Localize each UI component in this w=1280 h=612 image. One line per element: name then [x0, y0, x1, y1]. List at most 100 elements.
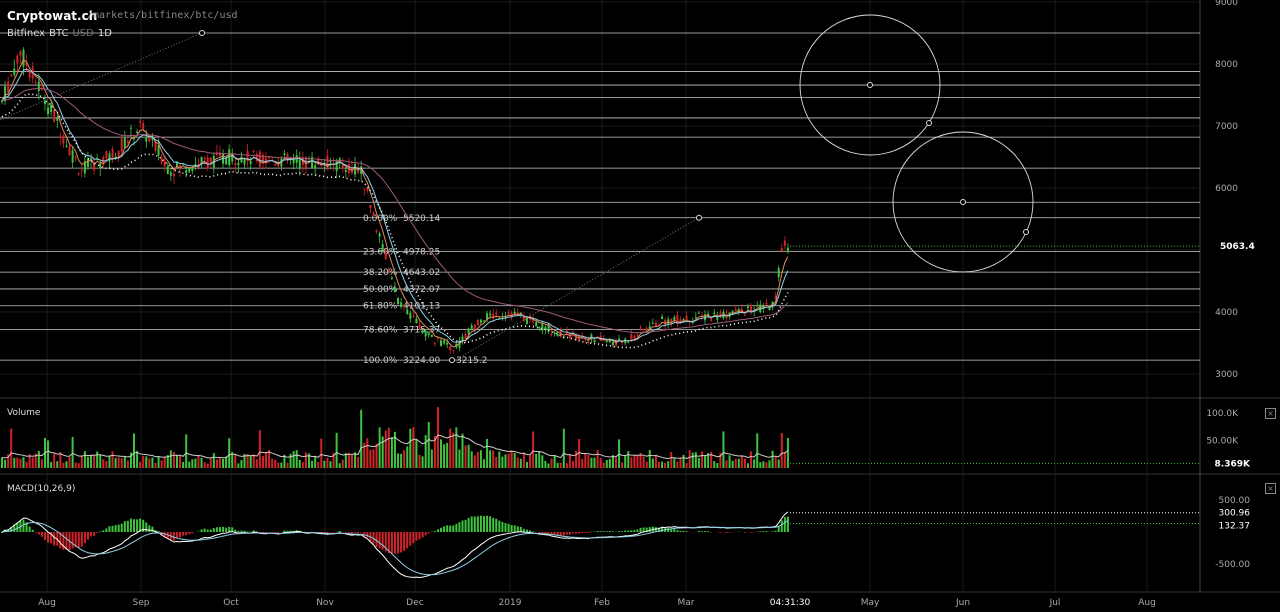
- close-volume-pane-icon[interactable]: ×: [1265, 408, 1276, 419]
- volume-bar: [105, 461, 108, 468]
- macd-histogram-bar: [108, 526, 111, 532]
- brand-title[interactable]: Cryptowat.ch: [7, 9, 98, 23]
- volume-bar: [492, 450, 495, 468]
- candle-body: [664, 319, 667, 326]
- candle-body: [1, 100, 3, 102]
- macd-histogram-bar: [397, 532, 400, 554]
- volume-bar: [157, 456, 160, 468]
- macd-histogram-bar: [486, 515, 489, 532]
- interval-label[interactable]: 1D: [97, 28, 112, 39]
- macd-histogram-bar: [762, 531, 765, 532]
- volume-bar: [664, 462, 667, 468]
- candle-body: [473, 324, 476, 330]
- macd-histogram-bar: [436, 529, 439, 532]
- volume-bar: [16, 457, 19, 468]
- candle-body: [765, 302, 768, 305]
- ma-mid-line: [1, 68, 789, 343]
- candle-body: [286, 154, 289, 161]
- volume-bar: [572, 461, 575, 468]
- volume-bar: [479, 450, 482, 468]
- macd-histogram-bar: [62, 532, 65, 550]
- macd-histogram-bar: [679, 530, 682, 532]
- macd-histogram-bar: [65, 532, 68, 550]
- volume-bar: [510, 450, 513, 468]
- volume-bar: [550, 458, 553, 468]
- macd-histogram-bar: [252, 530, 255, 532]
- fib-percent: 38.20%: [363, 268, 398, 278]
- volume-bar: [427, 422, 430, 468]
- volume-bar: [556, 462, 559, 468]
- volume-bar: [83, 451, 86, 468]
- macd-histogram-bar: [111, 525, 114, 532]
- close-macd-pane-icon[interactable]: ×: [1265, 483, 1276, 494]
- candle-body: [513, 311, 516, 315]
- volume-bar: [774, 456, 777, 468]
- candle-body: [372, 212, 375, 215]
- volume-bar: [344, 452, 347, 468]
- candle-body: [636, 334, 639, 336]
- macd-histogram-bar: [461, 520, 464, 532]
- candle-body: [206, 157, 209, 169]
- macd-histogram-bar: [504, 523, 507, 532]
- candle-body: [651, 322, 654, 324]
- macd-histogram-bar: [381, 532, 384, 550]
- candle-body: [218, 152, 221, 157]
- volume-bar: [762, 461, 765, 468]
- candle-body: [19, 51, 22, 56]
- macd-histogram-bar: [28, 526, 31, 532]
- market-path[interactable]: /markets/bitfinex/btc/usd: [87, 10, 238, 21]
- exchange-name[interactable]: Bitfinex: [7, 28, 46, 39]
- volume-bar: [722, 431, 725, 468]
- volume-bar: [547, 463, 550, 468]
- candle-body: [464, 334, 467, 340]
- macd-signal-line: [1, 520, 789, 576]
- macd-histogram-bar: [492, 517, 495, 532]
- macd-histogram-bar: [642, 527, 645, 532]
- candle-body: [83, 161, 86, 174]
- base-currency[interactable]: BTC: [49, 28, 69, 39]
- volume-bar: [685, 463, 688, 468]
- candle-body: [682, 319, 685, 321]
- x-axis-label: Jul: [1049, 598, 1061, 608]
- price-tick-label: 7000: [1215, 122, 1238, 132]
- volume-bar: [1, 457, 3, 468]
- volume-bar: [136, 450, 139, 468]
- volume-bar: [62, 462, 65, 468]
- volume-bar: [406, 446, 409, 468]
- volume-bar: [590, 457, 593, 468]
- volume-bar: [268, 449, 271, 468]
- macd-histogram-bar: [40, 532, 43, 537]
- candle-body: [436, 337, 439, 339]
- volume-bar: [581, 458, 584, 468]
- candle-body: [105, 151, 108, 159]
- candle-body: [479, 319, 482, 323]
- macd-histogram-bar: [618, 530, 621, 532]
- volume-bar: [786, 437, 789, 468]
- candle-body: [34, 81, 37, 83]
- candle-body: [145, 136, 148, 142]
- macd-histogram-bar: [7, 529, 10, 532]
- macd-value-label: 300.96: [1219, 509, 1251, 519]
- quote-currency[interactable]: USD: [72, 28, 94, 39]
- candle-body: [762, 305, 765, 310]
- candle-body: [47, 107, 50, 114]
- candle-body: [639, 327, 642, 329]
- candle-body: [68, 146, 71, 156]
- macd-histogram-bar: [403, 532, 406, 551]
- volume-bar: [7, 454, 10, 468]
- candle-body: [713, 312, 716, 315]
- volume-bar: [716, 463, 719, 468]
- volume-bar: [495, 457, 498, 468]
- macd-histogram-bar: [191, 532, 194, 534]
- volume-bar: [553, 455, 556, 468]
- macd-histogram-bar: [707, 531, 710, 532]
- macd-histogram-bar: [218, 527, 221, 532]
- candle-body: [476, 320, 479, 325]
- macd-histogram-bar: [53, 532, 56, 546]
- trend-anchor: [199, 30, 205, 36]
- circle-drawing: [892, 131, 1034, 273]
- candle-body: [139, 121, 142, 123]
- candle-body: [596, 336, 599, 338]
- macd-histogram-bar: [206, 529, 209, 532]
